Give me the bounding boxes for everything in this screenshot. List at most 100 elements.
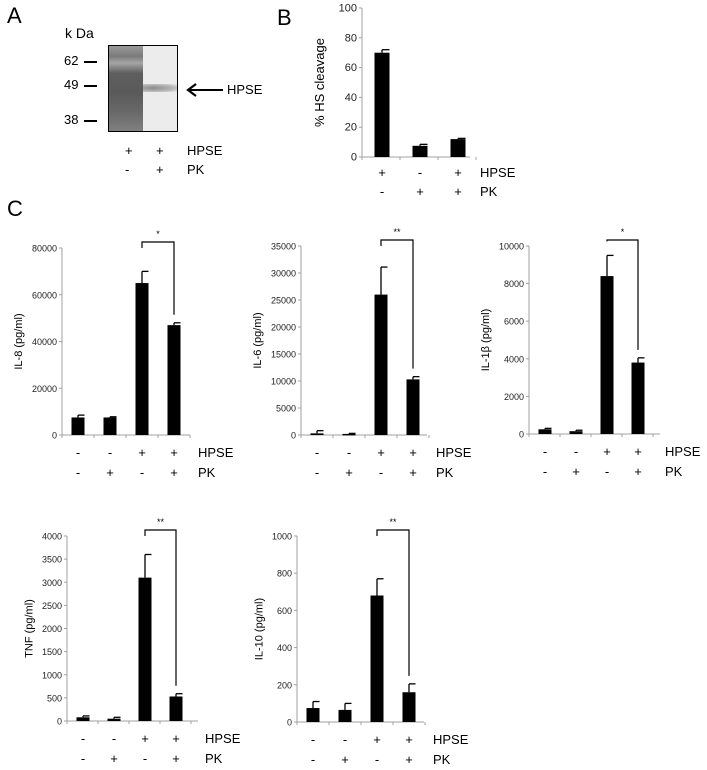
condition-sign: - [543,464,547,479]
condition-sign: + [125,143,133,158]
condition-row-label-hpse: HPSE [436,445,472,460]
bar [338,709,352,722]
condition-row-label-hpse: HPSE [665,444,701,459]
y-tick-label: 15000 [271,350,296,360]
y-axis-label: IL-8 (pg/ml) [13,313,25,369]
y-tick-label: 0 [287,718,292,728]
condition-row-label: PK [187,162,205,177]
condition-sign: + [156,143,164,158]
y-tick-label: 20 [345,122,357,134]
y-tick-label: 400 [277,643,292,653]
condition-sign: - [343,732,347,747]
y-tick-label: 10000 [271,377,296,387]
condition-row-label-hpse: HPSE [480,165,516,180]
y-axis-label: TNF (pg/ml) [24,599,36,658]
y-tick-label: 200 [277,680,292,690]
bar [169,696,183,721]
condition-row-label-pk: PK [198,465,216,480]
y-tick-label: 6000 [504,317,524,327]
condition-sign: + [172,731,180,746]
bar [135,283,149,435]
y-tick-label: 80 [345,32,357,44]
y-tick-label: 30000 [271,269,296,279]
condition-sign: - [315,445,319,460]
significance-marker: ** [389,517,397,527]
y-tick-label: 4000 [42,532,62,542]
bar [600,276,614,434]
condition-sign: - [605,464,609,479]
significance-bracket [141,241,175,315]
y-tick-label: 2000 [504,392,524,402]
marker-label: 49 [64,77,79,92]
bar [370,595,384,722]
bar-chart-c-il6: 0 5000 10000 15000 20000 25000 30000 35000 IL-6 … [252,227,472,480]
condition-sign: + [172,751,180,766]
condition-sign: + [141,731,149,746]
y-tick-label: 2500 [42,601,62,611]
y-tick-label: 8000 [504,279,524,289]
condition-row-label-hpse: HPSE [198,445,234,460]
bar-chart-b: 0 20 40 60 80 100 % HS cleavage + - + HPSE - + + PK [312,3,516,200]
bar [103,417,117,435]
condition-sign: + [405,752,413,767]
y-tick-label: 500 [47,693,62,703]
y-tick-label: 3500 [42,555,62,565]
condition-sign: + [409,445,417,460]
condition-row-label-pk: PK [205,751,223,766]
condition-sign: + [377,445,385,460]
bar [306,708,320,722]
condition-sign: + [341,752,349,767]
bar [310,433,324,435]
condition-sign: + [409,465,417,480]
y-tick-label: 1000 [272,532,292,542]
condition-sign: + [378,165,386,180]
condition-sign: - [81,731,85,746]
bar-chart-c-tnf: 0 500 1000 1500 2000 2500 3000 3500 4000 TNF (pg/… [24,517,241,766]
condition-sign: - [311,752,315,767]
y-tick-label: 600 [277,606,292,616]
kda-unit-label: k Da [65,25,94,41]
marker-label: 38 [64,112,79,127]
significance-bracket [144,529,177,686]
y-tick-label: 0 [57,717,62,727]
bar [569,431,583,434]
arrow-left-icon [186,83,223,97]
y-tick-label: 1000 [42,670,62,680]
y-tick-label: 0 [52,431,57,441]
condition-sign: - [311,732,315,747]
condition-sign: + [170,465,178,480]
condition-sign: - [125,162,130,177]
y-tick-label: 35000 [271,242,296,252]
bar-chart-c-il8: 0 20000 40000 60000 80000 IL-8 (pg/ml) * - - + + HP… [13,229,234,480]
condition-row-label-pk: PK [436,465,454,480]
bar [138,577,152,721]
y-tick-label: 100 [339,3,357,15]
bar [107,718,121,721]
blot-image [108,45,178,132]
bar [167,325,181,435]
condition-sign: - [379,465,383,480]
marker-tick [84,61,97,63]
marker-tick [84,85,97,87]
y-tick-label: 40000 [32,337,57,347]
significance-bracket [380,239,414,369]
condition-sign: - [81,751,85,766]
y-tick-label: 800 [277,569,292,579]
y-tick-label: 60 [345,62,357,74]
bar [450,139,466,157]
condition-sign: + [345,465,353,480]
significance-marker: ** [157,517,165,527]
bar [71,417,85,435]
condition-sign: + [634,444,642,459]
condition-sign: - [108,445,112,460]
condition-sign: + [156,162,164,177]
bar [412,145,428,157]
marker-tick [84,120,97,122]
bar [374,52,390,158]
y-tick-label: 2000 [42,624,62,634]
condition-sign: - [76,465,80,480]
blot-lane-1 [109,46,143,131]
condition-sign: - [76,445,80,460]
condition-row-label: HPSE [187,143,223,158]
